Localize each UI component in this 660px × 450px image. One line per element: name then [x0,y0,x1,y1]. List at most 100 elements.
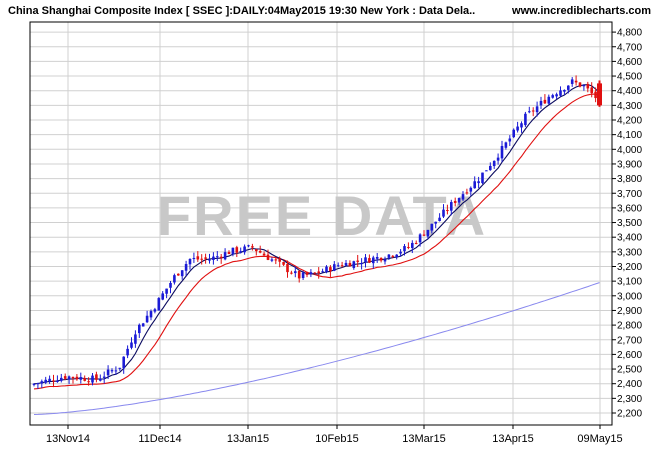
candle [403,243,406,256]
candle-body [251,246,254,248]
candle [60,373,63,383]
candle-body [227,252,231,255]
candle-body [383,259,387,262]
candle [75,374,79,381]
candle-body [414,242,418,244]
candle-body [594,91,597,99]
candle [567,85,570,94]
candle-body [130,342,133,348]
ma-mid-line [33,93,600,390]
y-tick-label: 4,000 [617,145,642,156]
candle-body [321,271,324,273]
candle [266,249,270,261]
candle [504,141,508,150]
y-tick-label: 3,900 [617,159,642,170]
candle [262,251,266,256]
candle-body [173,275,176,283]
candle-body [157,298,161,311]
candle-body [336,265,340,267]
candle [496,153,500,165]
y-tick-label: 3,300 [617,247,642,258]
candle-body [442,209,445,217]
y-tick-label: 4,800 [617,28,642,39]
candle [379,257,383,263]
candle-body [48,378,51,382]
candle [348,260,352,267]
candle [411,240,414,254]
y-tick-label: 3,500 [617,218,642,229]
candle-body [344,262,348,266]
candle [290,270,293,275]
candle-body [208,259,211,261]
candle [208,253,211,264]
candle-body [426,229,430,237]
y-tick-label: 3,700 [617,189,642,200]
candle [126,345,129,359]
candle-body [301,272,305,278]
candle-body [364,257,367,263]
y-tick-label: 4,500 [617,72,642,83]
candle [551,93,554,99]
candle [83,375,86,382]
candle [586,81,590,93]
candle-body [555,94,558,97]
candle-body [469,187,473,192]
candle-body [340,265,344,267]
candle-body [40,381,44,384]
candle [309,269,313,278]
y-tick-label: 2,800 [617,321,642,332]
candle [173,273,176,285]
candle-body [422,234,426,236]
candle-body [496,157,500,161]
ma-short-line [33,84,600,385]
candle-body [290,272,293,274]
candle-body [243,246,246,253]
candle [407,242,410,250]
candle-body [372,257,375,264]
candle-body [430,223,434,231]
candle-body [356,260,359,262]
candle [473,176,476,189]
candle-body [99,378,102,381]
candle-body [325,266,328,272]
candle [161,291,164,301]
candle [235,245,239,258]
candle [590,82,593,98]
candle-body [91,375,94,383]
candlesticks [32,75,602,389]
candle-body [508,138,512,142]
candle-body [52,380,55,382]
candle-body [539,100,543,106]
candle [559,86,562,97]
candle [512,128,515,139]
candle-body [305,272,309,275]
candle-body [212,256,215,261]
candle-body [153,309,157,312]
candle [313,272,317,274]
candle-body [114,370,118,372]
candle [469,186,473,196]
candle-body [563,89,566,92]
candle-body [67,376,71,380]
candle-body [317,271,320,274]
candle-body [574,80,578,83]
candle-body [559,90,562,96]
candle [32,383,36,387]
candle [461,191,465,201]
candle-body [446,210,449,212]
candle-body [535,106,539,113]
y-tick-label: 2,200 [617,409,642,420]
candle-body [282,262,285,265]
watermark-text: FREE DATA [157,184,487,247]
candle-body [477,181,480,184]
y-tick-label: 3,100 [617,277,642,288]
candle-body [403,246,406,252]
candle-body [216,256,219,258]
candle [547,94,551,105]
candle [106,365,110,380]
candle [180,270,184,280]
y-tick-label: 2,300 [617,394,642,405]
candle [418,233,422,247]
candle-body [520,123,523,128]
candle-body [461,194,465,200]
